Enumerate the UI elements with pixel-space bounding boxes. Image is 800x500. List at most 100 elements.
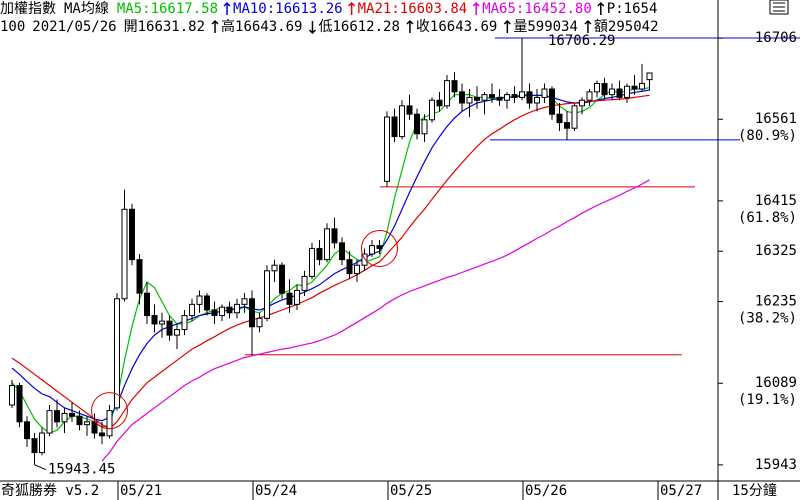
legend-name: MA10: <box>233 1 275 17</box>
candle-body <box>159 320 165 325</box>
low-label: 15943.45 <box>48 462 115 478</box>
header-extra: P:1654 <box>607 1 658 17</box>
x-tick-label: 05/26 <box>525 483 567 499</box>
candle-body <box>286 292 293 305</box>
candle-body <box>249 298 255 328</box>
menu-icon[interactable] <box>769 0 789 15</box>
candle-body <box>189 303 195 317</box>
candle-body <box>594 82 600 93</box>
y-tick-note: (19.1%) <box>738 392 797 408</box>
arrow-icon <box>308 21 316 35</box>
chart-title: 加權指數 <box>0 1 56 17</box>
plot-area <box>9 37 800 465</box>
candle-body <box>586 91 593 101</box>
candle-body <box>226 306 233 314</box>
candle-body <box>331 228 338 244</box>
x-tick-label: 05/24 <box>255 483 297 499</box>
candle-body <box>616 88 623 98</box>
candle-body <box>211 309 218 317</box>
candle-body <box>121 208 128 300</box>
legend-value: 16617.58 <box>151 1 218 17</box>
info-item: 收16643.69 <box>416 19 497 35</box>
candle-body <box>421 119 428 135</box>
candle-body <box>549 88 555 115</box>
candle-body <box>406 105 413 115</box>
candle-body <box>91 421 98 434</box>
candle-body <box>631 85 638 90</box>
legend-value: 16452.80 <box>524 1 591 17</box>
info-item: 2021/05/26 <box>32 19 116 35</box>
candle-body <box>556 113 563 124</box>
candle-body <box>294 289 300 305</box>
x-tick-label: 05/21 <box>120 483 162 499</box>
candle-body <box>601 82 608 96</box>
candle-body <box>181 315 188 331</box>
info-item: 額295042 <box>594 19 659 35</box>
candle-body <box>166 320 173 336</box>
legend-entry: MA5:16617.58 <box>117 1 218 17</box>
legend-name: MA5: <box>117 1 151 17</box>
candle-body <box>324 228 330 261</box>
legend-entry: MA21:16603.84 <box>358 1 468 17</box>
candle-body <box>309 247 315 277</box>
arrow-icon <box>406 19 414 33</box>
legend-entry: MA65:16452.80 <box>482 1 592 17</box>
candle-body <box>136 259 143 294</box>
candle-body <box>61 412 68 423</box>
candle-body <box>151 315 158 325</box>
y-tick-label: 16325 <box>755 243 797 259</box>
candle-body <box>414 113 420 135</box>
y-tick-label: 16089 <box>755 375 797 391</box>
candle-body <box>76 415 83 426</box>
arrow-icon <box>584 19 592 33</box>
candle-body <box>54 410 60 423</box>
y-tick-label: 16706 <box>755 30 797 46</box>
legend-entry: MA10:16613.26 <box>233 1 343 17</box>
arrow-icon <box>503 19 511 33</box>
candle-body <box>429 99 435 121</box>
highlight-circle <box>91 392 128 430</box>
candle-body <box>481 94 488 101</box>
y-tick-note: (61.8%) <box>738 210 797 226</box>
candle-body <box>564 122 570 129</box>
candle-body <box>646 72 653 81</box>
x-tick-label: 05/27 <box>660 483 702 499</box>
chart-subtitle: MA均線 <box>64 1 109 17</box>
candle-body <box>114 298 120 409</box>
high-label: 16706.29 <box>548 33 615 49</box>
arrow-icon <box>472 1 480 15</box>
y-tick-label: 16235 <box>755 294 797 310</box>
arrow-icon <box>211 19 219 33</box>
candle-body <box>579 99 585 107</box>
info-item: 100 <box>0 19 25 35</box>
legend-value: 16603.84 <box>400 1 467 17</box>
candle-body <box>526 91 533 104</box>
candle-body <box>504 94 510 101</box>
legend-name: MA21: <box>358 1 400 17</box>
candle-body <box>399 105 405 138</box>
candle-body <box>624 85 630 98</box>
candle-body <box>541 88 548 98</box>
candle-body <box>99 432 105 437</box>
candle-body <box>16 384 23 423</box>
candle-body <box>316 247 323 261</box>
candle-body <box>31 438 38 454</box>
candle-body <box>301 275 308 291</box>
candle-body <box>489 94 495 98</box>
candle-body <box>84 421 90 426</box>
candle-body <box>219 306 225 317</box>
candle-body <box>39 432 45 454</box>
y-tick-note: (80.9%) <box>738 128 797 144</box>
ma-line <box>101 179 650 462</box>
candle-body <box>391 116 398 138</box>
info-item: 量599034 <box>513 19 578 35</box>
candle-body <box>241 298 248 305</box>
candle-body <box>346 259 353 275</box>
candle-body <box>24 421 30 440</box>
candle-body <box>361 253 368 266</box>
candle-body <box>459 91 465 104</box>
candle-body <box>129 208 135 261</box>
